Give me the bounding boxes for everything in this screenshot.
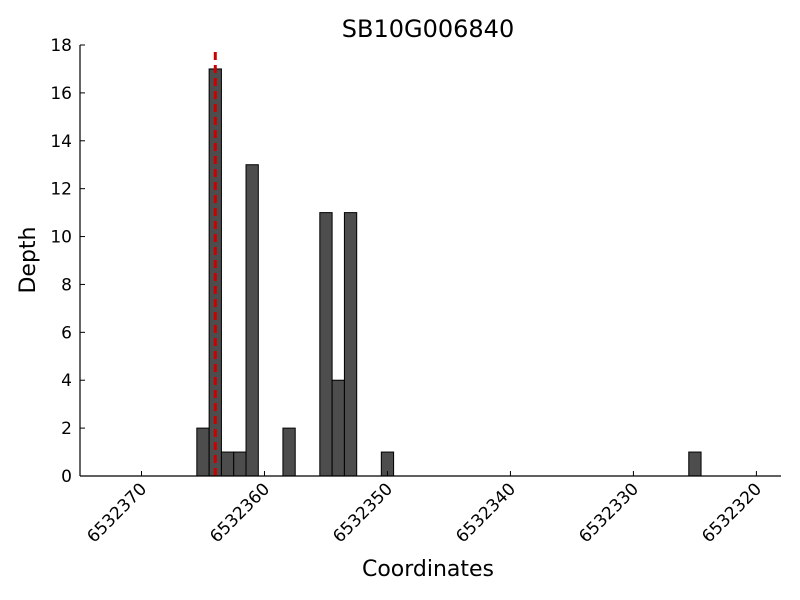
x-ticks-group: 6532370 6532360 6532350 6532340 6532330 65323… [83,471,766,547]
x-tick-label-0: 6532370 [83,479,151,547]
y-tick-label-0: 0 [61,467,72,487]
y-tick-label-8: 16 [50,84,72,104]
x-tick-label-1: 6532360 [206,479,274,547]
chart-title: SB10G006840 [342,15,514,43]
x-tick-label-3: 6532340 [452,479,520,547]
axes-group [79,45,781,477]
x-tick-label-5: 6532320 [698,479,766,547]
bar-5 [282,427,296,477]
y-ticks-group: 0 2 4 6 8 10 12 14 16 18 [50,36,85,487]
y-tick-label-2: 4 [61,371,72,391]
bar-0 [196,427,210,477]
y-tick-label-1: 2 [61,419,72,439]
y-tick-label-5: 10 [50,228,72,248]
y-tick-label-9: 18 [50,36,72,56]
bars-group [196,68,702,477]
y-tick-label-4: 8 [61,275,72,295]
y-tick-label-3: 6 [61,323,72,343]
bar-6 [319,212,333,477]
y-tick-label-6: 12 [50,180,72,200]
x-tick-label-2: 6532350 [329,479,397,547]
bar-8 [343,212,358,477]
bar-3 [233,451,247,477]
x-tick-label-4: 6532330 [575,479,643,547]
bar-2 [220,451,235,477]
y-tick-label-7: 14 [50,132,72,152]
bar-7 [331,379,345,477]
x-axis-label: Coordinates [362,557,494,582]
y-axis-label: Depth [16,226,41,293]
bar-10 [688,451,702,477]
bar-4 [245,164,259,477]
